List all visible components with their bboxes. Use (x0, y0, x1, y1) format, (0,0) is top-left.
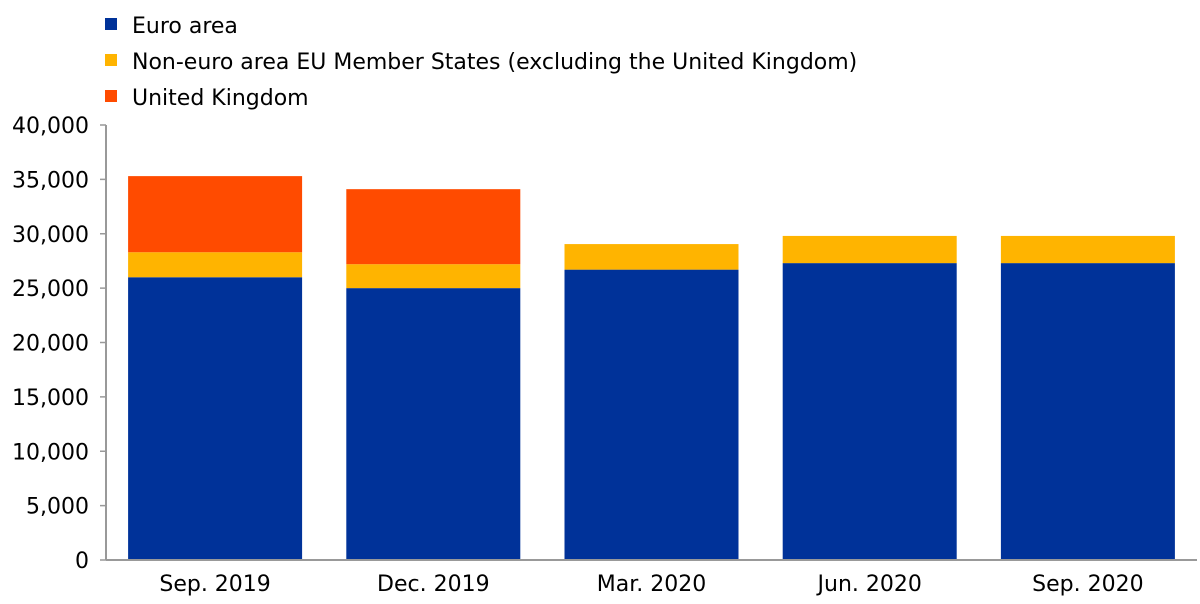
bar-segment (782, 235, 957, 264)
bar-segment (346, 189, 521, 265)
bar-segment (564, 244, 739, 270)
legend-swatch (105, 90, 117, 102)
y-tick-label: 40,000 (12, 114, 89, 139)
y-tick-label: 35,000 (12, 168, 89, 193)
bar-segment (128, 277, 303, 560)
legend-swatch (105, 54, 117, 66)
y-tick-label: 0 (75, 549, 89, 574)
legend-label: Non-euro area EU Member States (excludin… (132, 50, 857, 75)
legend-swatch (105, 18, 117, 30)
y-tick-label: 15,000 (12, 386, 89, 411)
y-tick-label: 10,000 (12, 440, 89, 465)
legend-label: Euro area (132, 14, 238, 39)
x-tick-label: Sep. 2020 (1032, 572, 1143, 597)
bar-segment (346, 288, 521, 560)
bar-segment (128, 252, 303, 278)
legend-label: United Kingdom (132, 86, 309, 111)
bar-segment (1000, 263, 1175, 560)
x-tick-label: Mar. 2020 (597, 572, 706, 597)
y-tick-label: 25,000 (12, 277, 89, 302)
x-tick-label: Dec. 2019 (377, 572, 490, 597)
y-tick-label: 20,000 (12, 332, 89, 357)
bar-segment (564, 269, 739, 560)
bar-segment (128, 176, 303, 253)
y-tick-label: 30,000 (12, 223, 89, 248)
bar-segment (782, 263, 957, 560)
x-tick-label: Jun. 2020 (816, 572, 922, 597)
bar-segment (346, 264, 521, 289)
y-tick-label: 5,000 (26, 495, 89, 520)
x-tick-label: Sep. 2019 (159, 572, 270, 597)
bar-segment (1000, 235, 1175, 264)
